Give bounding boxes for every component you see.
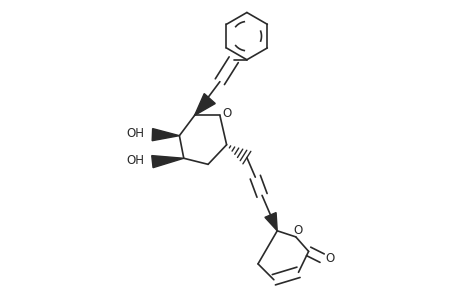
Polygon shape <box>194 94 215 116</box>
Text: OH: OH <box>126 154 144 167</box>
Text: OH: OH <box>126 128 144 140</box>
Polygon shape <box>151 156 184 168</box>
Text: O: O <box>324 252 333 265</box>
Text: O: O <box>293 224 302 237</box>
Text: O: O <box>222 107 231 120</box>
Polygon shape <box>152 129 179 141</box>
Polygon shape <box>264 213 277 231</box>
